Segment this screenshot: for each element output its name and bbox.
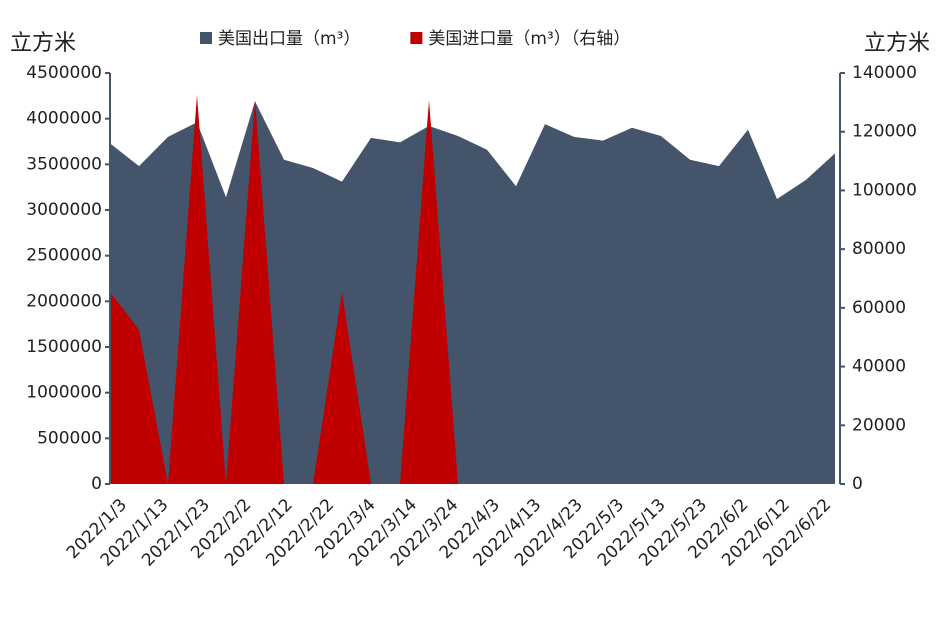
y2-tick-label: 80000 xyxy=(852,239,906,259)
y2-tick-label: 60000 xyxy=(852,298,906,318)
y2-tick-label: 20000 xyxy=(852,415,906,435)
y-tick-label: 4500000 xyxy=(26,63,102,83)
y-tick-label: 500000 xyxy=(37,428,102,448)
y-tick-label: 3000000 xyxy=(26,200,102,220)
y2-tick-label: 120000 xyxy=(852,122,917,142)
y-tick-label: 3500000 xyxy=(26,154,102,174)
y-tick-label: 4000000 xyxy=(26,109,102,129)
y2-tick-label: 40000 xyxy=(852,357,906,377)
y-tick-label: 0 xyxy=(91,474,102,494)
y-axis-title: 立方米 xyxy=(10,31,76,56)
area xyxy=(110,101,835,485)
y2-tick-label: 100000 xyxy=(852,180,917,200)
y2-tick-label: 0 xyxy=(852,474,863,494)
y2-tick-label: 140000 xyxy=(852,63,917,83)
y-tick-label: 2000000 xyxy=(26,291,102,311)
legend-swatch xyxy=(410,32,423,44)
y-tick-label: 1000000 xyxy=(26,383,102,403)
legend-swatch xyxy=(200,32,212,44)
y-tick-label: 1500000 xyxy=(26,337,102,357)
y2-axis-title: 立方米 xyxy=(864,31,930,56)
legend-label: 美国进口量（m³）（右轴） xyxy=(428,29,630,49)
area xyxy=(110,95,458,485)
y-tick-label: 2500000 xyxy=(26,246,102,266)
legend-label: 美国出口量（m³） xyxy=(218,29,360,49)
